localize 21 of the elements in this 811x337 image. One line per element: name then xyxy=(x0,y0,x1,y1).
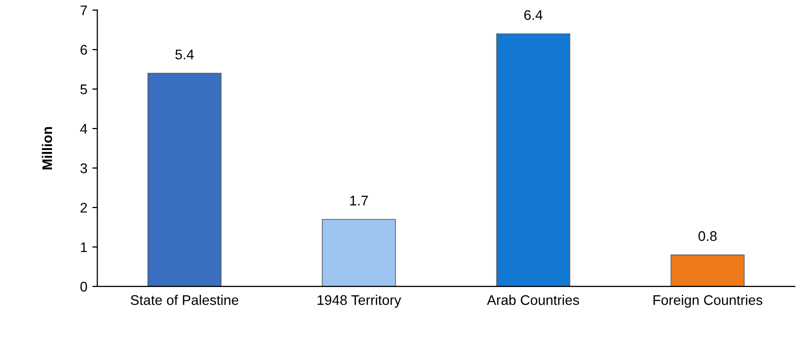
y-tick-label: 0 xyxy=(80,282,88,292)
bar xyxy=(670,254,745,286)
y-tick-label: 2 xyxy=(80,202,87,213)
x-tick-label: 1948 Territory xyxy=(318,294,402,308)
bar xyxy=(322,218,396,286)
x-tick-label: Arab Countries xyxy=(486,294,580,305)
y-tick-label: 6 xyxy=(80,44,87,55)
x-tick-label: Foreign Countries xyxy=(654,294,762,308)
y-axis-title: Million xyxy=(42,127,52,170)
y-tick-label: 7 xyxy=(80,6,87,16)
data-label: 0.8 xyxy=(698,231,717,242)
data-label: 1.7 xyxy=(350,196,368,206)
bar xyxy=(496,33,570,286)
x-tick-label: State of Palestine xyxy=(130,294,238,305)
data-label: 5.4 xyxy=(175,50,194,60)
y-tick-label: 3 xyxy=(80,163,87,174)
bar xyxy=(148,72,222,286)
data-label: 6.4 xyxy=(524,10,542,20)
y-tick-label: 4 xyxy=(80,124,88,134)
y-tick-label: 1 xyxy=(80,242,87,252)
y-tick-label: 5 xyxy=(80,84,88,94)
